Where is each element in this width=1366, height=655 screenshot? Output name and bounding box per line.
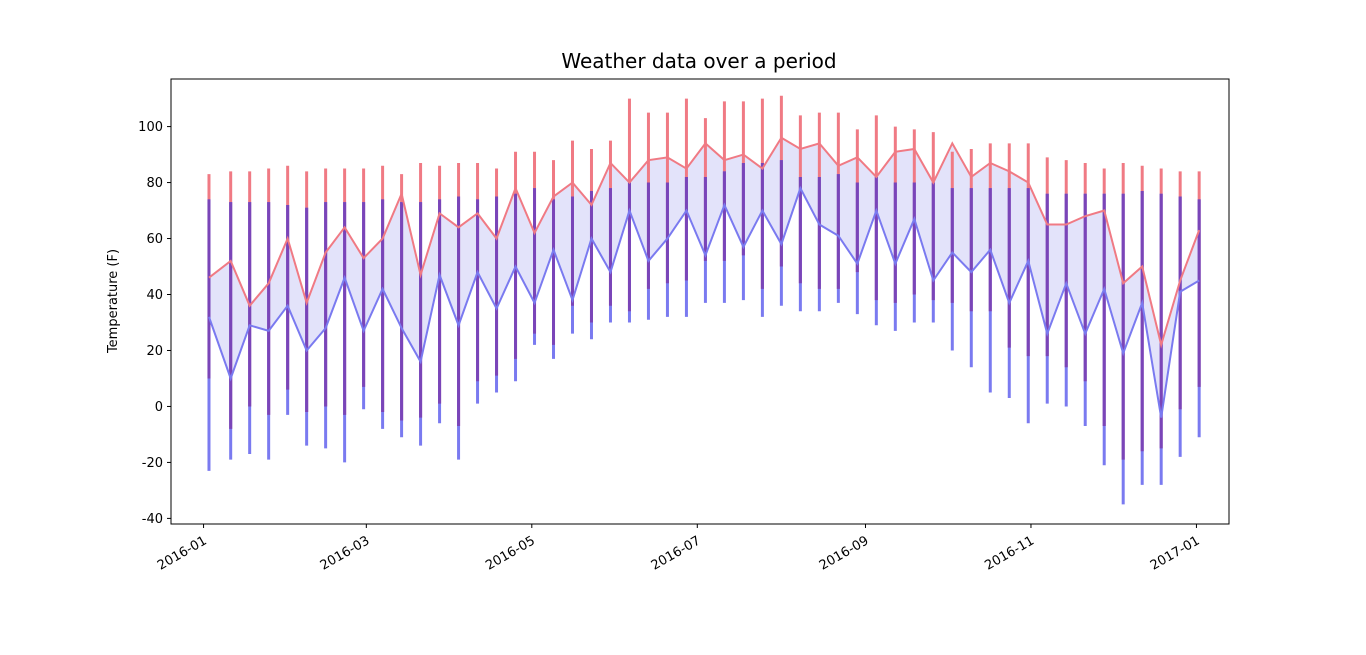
chart-title: Weather data over a period <box>561 49 836 73</box>
x-tick-label: 2016-05 <box>483 533 538 573</box>
x-tick-label: 2016-11 <box>982 533 1037 573</box>
temperature-lines <box>208 136 1201 418</box>
x-tick-label: 2016-01 <box>155 533 210 573</box>
y-tick-label: -20 <box>142 456 163 471</box>
x-tick-label: 2016-03 <box>318 533 373 573</box>
high-temperature-line <box>208 136 1201 349</box>
x-axis: 2016-01 2016-03 2016-05 2016-07 2016-09 2016-… <box>155 524 1202 574</box>
y-tick-label: -40 <box>142 512 163 527</box>
x-tick-label: 2016-07 <box>649 533 704 573</box>
y-axis-label: Temperature (F) <box>106 249 121 354</box>
x-tick-label: 2017-01 <box>1148 533 1203 573</box>
y-tick-label: 40 <box>146 288 163 303</box>
y-axis: -40 -20 0 20 40 60 80 100 <box>138 120 171 527</box>
x-tick-label: 2016-09 <box>817 533 872 573</box>
y-tick-label: 80 <box>146 176 163 191</box>
y-tick-label: 100 <box>138 120 163 135</box>
y-tick-label: 0 <box>155 400 163 415</box>
y-tick-label: 20 <box>146 344 163 359</box>
low-temperature-line <box>208 185 1200 418</box>
plot-frame <box>170 78 1230 525</box>
y-tick-label: 60 <box>146 232 163 247</box>
